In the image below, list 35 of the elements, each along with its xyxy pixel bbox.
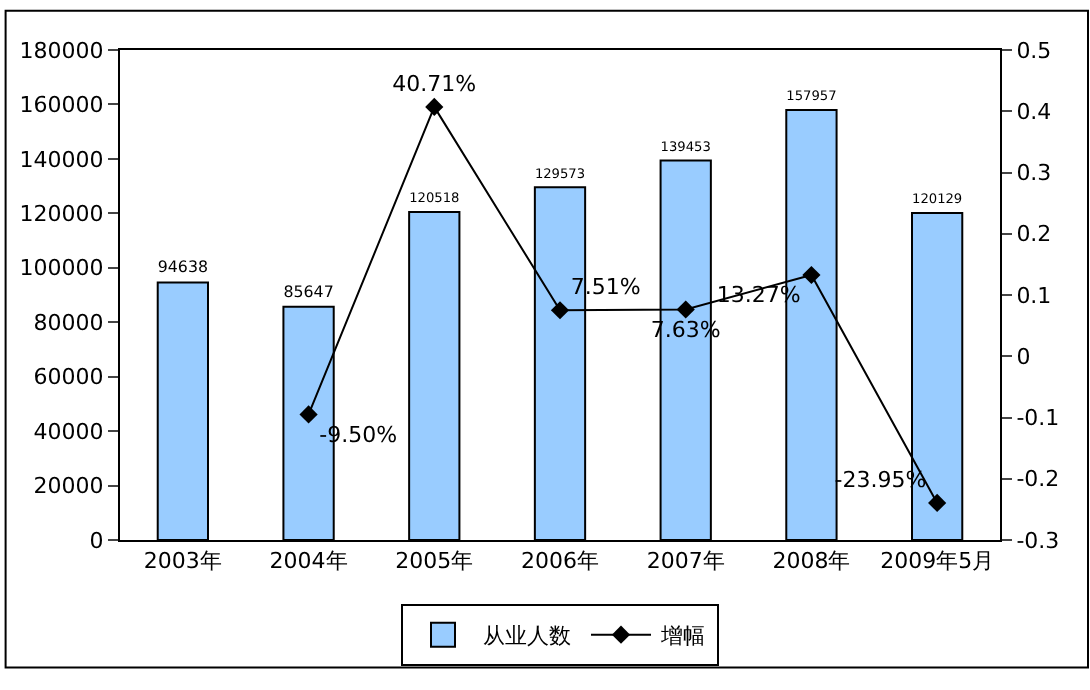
x-tick-label: 2005年 (395, 548, 474, 575)
x-tick-label: 2004年 (269, 548, 348, 575)
point (802, 265, 821, 285)
y2-tick-label: 0.4 (1016, 98, 1052, 125)
y2-tick-label: 0.2 (1016, 221, 1052, 248)
y-tick-label: 80000 (33, 309, 104, 336)
y-tick-label: 40000 (33, 418, 104, 445)
y-tick-label: 140000 (19, 146, 104, 173)
y2-tick-label: 0.1 (1016, 282, 1052, 309)
y-tick-label: 100000 (19, 255, 104, 282)
y2-tick-label: -0.2 (1016, 466, 1060, 493)
y2-tick-label: -0.1 (1016, 405, 1060, 432)
y-tick-label: 0 (89, 527, 104, 554)
y-tick-label: 20000 (33, 473, 104, 500)
point (299, 405, 318, 424)
legend-label: 增幅 (659, 623, 705, 650)
y2-tick-label: 0 (1016, 343, 1031, 370)
data-label: 40.71% (392, 70, 477, 97)
y2-tick-label: -0.3 (1016, 527, 1060, 554)
point (425, 97, 444, 116)
point (550, 301, 570, 320)
y-tick-label: 120000 (19, 201, 104, 228)
x-tick-label: 2006年 (521, 548, 599, 575)
x-tick-label: 2007年 (646, 548, 725, 575)
legend-label: 从业人数 (483, 623, 571, 650)
y-tick-label: 180000 (19, 37, 104, 64)
y-tick-label: 60000 (33, 364, 104, 391)
x-tick-label: 2008年 (772, 548, 851, 575)
y2-tick-label: 0.3 (1016, 160, 1052, 187)
point (676, 300, 695, 319)
point (928, 493, 947, 513)
y2-tick-label: 0.5 (1016, 37, 1052, 64)
y-tick-label: 160000 (19, 92, 104, 119)
x-tick-label: 2003年 (143, 548, 222, 575)
x-tick-label: 2009年5月 (880, 548, 995, 575)
